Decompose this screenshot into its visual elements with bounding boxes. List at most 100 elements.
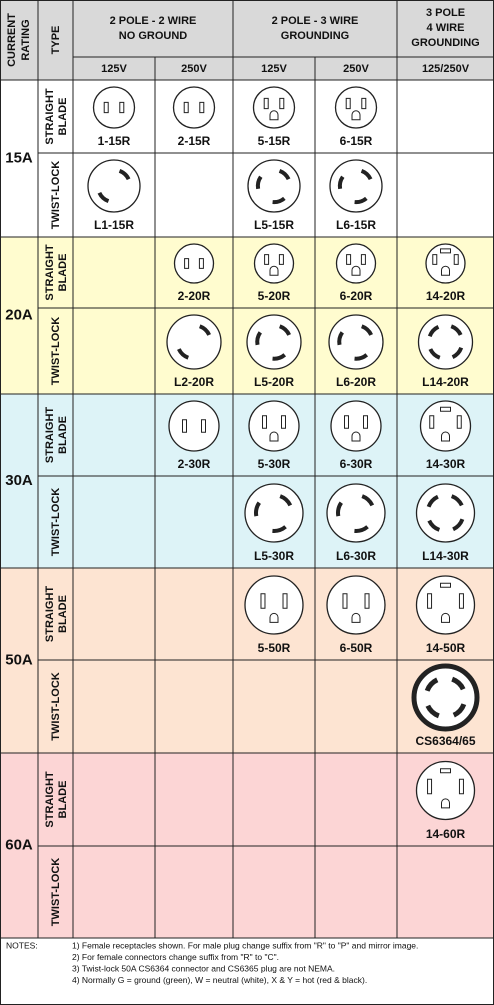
blade-slot <box>182 419 187 433</box>
ground-slot <box>441 612 450 623</box>
receptacle-face <box>168 400 220 452</box>
twist-slot <box>424 677 439 692</box>
twist-slot <box>336 501 344 517</box>
rating-label: 15A <box>5 149 33 166</box>
note: 2) For female connectors change suffix f… <box>72 952 279 962</box>
blade-slot <box>346 254 352 265</box>
ground-slot <box>269 110 279 121</box>
receptacle-label: L6-15R <box>336 218 376 232</box>
receptacle-face <box>247 159 301 213</box>
twist-slot <box>360 168 373 181</box>
ground-slot <box>269 612 279 623</box>
receptacle-label: 14-50R <box>426 641 466 655</box>
blade-slot <box>344 415 349 429</box>
type-label: STRAIGHT <box>44 586 56 643</box>
ground-slot <box>351 110 361 121</box>
group-header: NO GROUND <box>119 30 188 42</box>
blade-slot <box>440 768 451 774</box>
receptacle-face <box>425 243 466 284</box>
group-header: GROUNDING <box>411 37 479 49</box>
blade-slot <box>281 415 286 429</box>
receptacle-face <box>411 663 480 732</box>
twist-slot <box>118 168 131 181</box>
receptacle-label: 6-30R <box>340 457 373 471</box>
type-label: TWIST-LOCK <box>50 672 62 740</box>
blade-slot <box>282 593 288 609</box>
receptacle-face <box>415 483 476 543</box>
twist-slot <box>177 348 190 360</box>
blade-slot <box>361 97 367 110</box>
receptacle-label: 6-50R <box>340 641 373 655</box>
ground-slot <box>351 431 361 442</box>
twist-slot <box>354 353 369 361</box>
twist-slot <box>272 353 287 361</box>
receptacle-face <box>415 575 476 635</box>
twist-slot <box>427 325 440 338</box>
type-label: STRAIGHT <box>44 244 56 301</box>
receptacle-face <box>246 314 302 370</box>
blade-slot <box>453 254 459 265</box>
twist-slot <box>278 168 291 181</box>
group-header: 3 POLE <box>426 7 465 19</box>
rating-header: RATING <box>20 19 32 60</box>
blade-slot <box>342 593 348 609</box>
receptacle-face <box>335 243 377 284</box>
twist-slot <box>451 346 464 359</box>
blade-slot <box>363 415 368 429</box>
ground-slot <box>441 431 450 442</box>
twist-slot <box>278 324 291 336</box>
blade-slot <box>199 101 205 114</box>
twist-slot <box>272 196 286 205</box>
receptacle-label: L6-20R <box>336 375 376 389</box>
blade-slot <box>262 415 267 429</box>
voltage-header: 250V <box>343 63 369 75</box>
twist-slot <box>428 348 441 360</box>
receptacle-face <box>252 86 296 129</box>
group-header: 2 POLE - 2 WIRE <box>110 15 197 27</box>
blade-slot <box>364 593 370 609</box>
row-bg <box>0 237 494 394</box>
blade-slot <box>440 248 451 254</box>
blade-slot <box>184 258 190 269</box>
receptacle-label: L2-20R <box>174 375 214 389</box>
voltage-header: 125V <box>101 63 127 75</box>
blade-slot <box>345 97 351 110</box>
blade-slot <box>263 97 269 110</box>
blade-slot <box>278 254 284 265</box>
type-label: STRAIGHT <box>44 771 56 828</box>
type-label: TWIST-LOCK <box>50 488 62 556</box>
receptacle-face <box>328 314 384 370</box>
type-label: STRAIGHT <box>44 88 56 145</box>
twist-slot <box>337 175 345 190</box>
receptacle-face <box>92 86 136 129</box>
twist-slot <box>279 494 293 507</box>
ground-slot <box>269 431 279 442</box>
receptacle-face <box>419 400 472 452</box>
receptacle-label: L14-30R <box>422 549 469 563</box>
blade-slot <box>458 778 464 795</box>
twist-slot <box>272 525 287 533</box>
blade-slot <box>440 406 451 412</box>
receptacle-face <box>248 400 300 452</box>
blade-slot <box>427 778 433 795</box>
header-bg <box>0 0 494 80</box>
row-bg <box>0 394 494 568</box>
type-label: BLADE <box>57 595 69 633</box>
receptacle-label: 6-20R <box>340 289 373 303</box>
blade-slot <box>360 254 366 265</box>
receptacle-face <box>166 314 222 370</box>
blade-slot <box>432 254 438 265</box>
notes-label: NOTES: <box>6 940 38 950</box>
blade-slot <box>456 415 462 429</box>
receptacle-label: 2-15R <box>178 134 211 148</box>
twist-slot <box>426 494 439 508</box>
twist-slot <box>354 525 369 533</box>
twist-slot <box>97 191 110 204</box>
type-label: TWIST-LOCK <box>50 317 62 385</box>
ground-slot <box>351 265 361 276</box>
voltage-header: 250V <box>181 63 207 75</box>
type-label: TWIST-LOCK <box>50 858 62 926</box>
blade-slot <box>201 419 206 433</box>
receptacle-face <box>173 243 215 284</box>
